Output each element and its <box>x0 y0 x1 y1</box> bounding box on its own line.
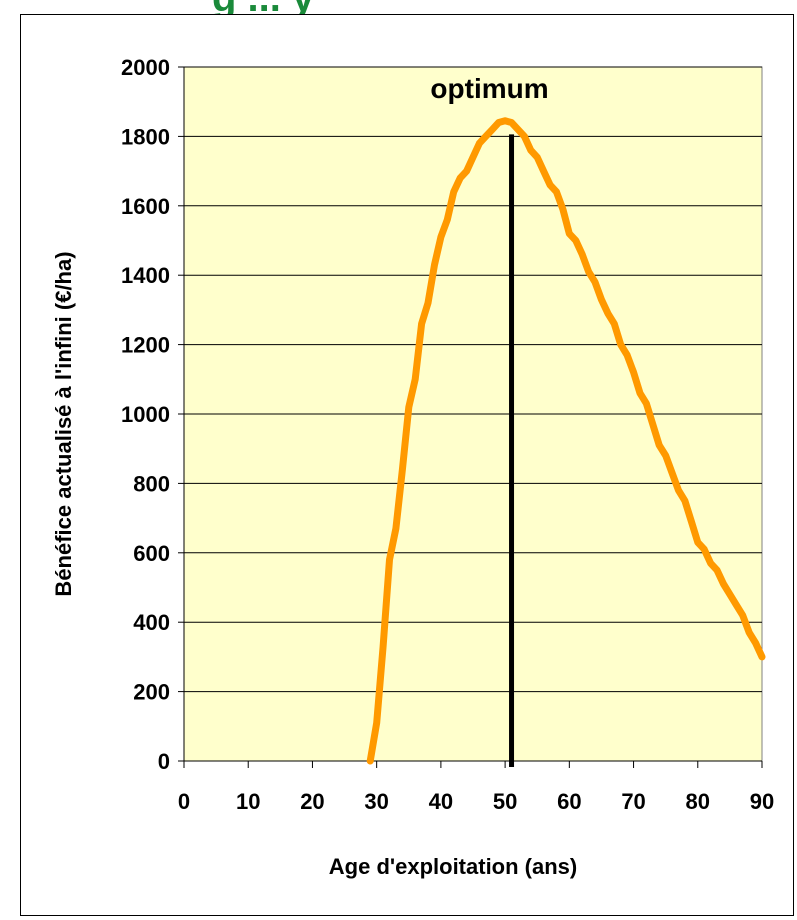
x-axis-title: Age d'exploitation (ans) <box>329 854 577 879</box>
optimum-label: optimum <box>430 73 548 104</box>
y-tick-label: 200 <box>133 680 170 705</box>
chart-frame: 0 200 400 600 800 1000 1200 1400 1600 1800 2000 0 10… <box>20 14 794 916</box>
y-tick-label: 1000 <box>121 402 170 427</box>
y-tick-label: 1600 <box>121 194 170 219</box>
line-chart: 0 200 400 600 800 1000 1200 1400 1600 1800 2000 0 10… <box>51 55 774 879</box>
x-tick-label: 20 <box>300 789 324 814</box>
x-tick-label: 10 <box>236 789 260 814</box>
x-tick-label: 50 <box>493 789 517 814</box>
data-series-line <box>366 117 766 765</box>
x-tick-label: 70 <box>621 789 645 814</box>
header-fragment-text: g ... y <box>212 0 315 14</box>
y-tick-label: 1800 <box>121 124 170 149</box>
y-axis-title: Bénéfice actualisé à l'infini (€/ha) <box>51 251 76 596</box>
y-tick-label: 1400 <box>121 263 170 288</box>
y-tick-label: 400 <box>133 610 170 635</box>
header-fragment: g ... y <box>0 0 797 14</box>
x-tick-label: 40 <box>429 789 453 814</box>
x-tick-label: 80 <box>686 789 710 814</box>
x-tick-label: 90 <box>750 789 774 814</box>
y-tick-label: 2000 <box>121 55 170 80</box>
x-tick-label: 30 <box>364 789 388 814</box>
y-tick-label: 800 <box>133 471 170 496</box>
x-tick-label: 0 <box>178 789 190 814</box>
y-tick-label: 600 <box>133 541 170 566</box>
x-tick-label: 60 <box>557 789 581 814</box>
y-tick-label: 1200 <box>121 333 170 358</box>
y-tick-label: 0 <box>158 749 170 774</box>
